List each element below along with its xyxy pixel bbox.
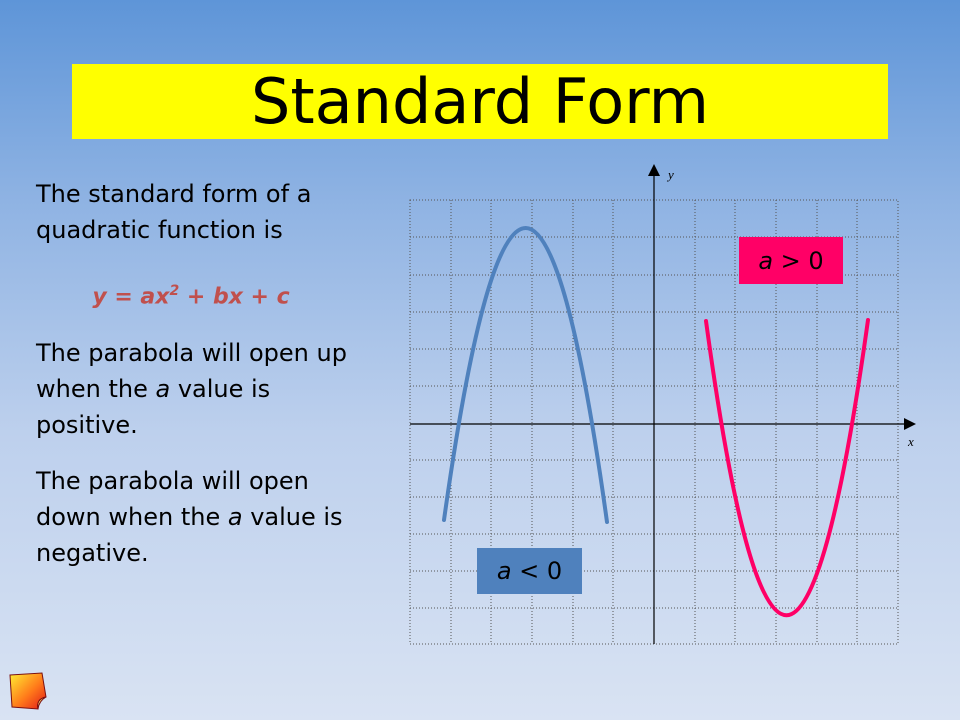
downward-parabola [442, 226, 609, 524]
negative-a-label: a < 0 [477, 548, 582, 594]
y-axis-arrow [648, 164, 660, 176]
x-axis-arrow [904, 418, 916, 430]
open-down-variable: a [227, 503, 243, 531]
open-up-variable: a [155, 375, 171, 403]
y-axis-label: y [666, 167, 674, 182]
open-up-text-a: The parabola will open up when the [36, 339, 347, 403]
coordinate-graph: y x [409, 164, 916, 645]
open-up-paragraph: The parabola will open up when the a val… [36, 335, 366, 443]
x-axis-label: x [907, 434, 914, 449]
title-banner: Standard Form [72, 64, 888, 139]
sticky-note-icon[interactable] [8, 671, 48, 711]
standard-form-formula: y = ax2 + bx + c [36, 283, 346, 309]
open-up-text-b: value is positive. [36, 375, 271, 439]
formula-rest: + bx + c [179, 284, 290, 310]
upward-parabola [704, 318, 870, 618]
slide-title: Standard Form [251, 64, 709, 138]
negative-a-text: < 0 [511, 557, 563, 585]
positive-a-text: > 0 [773, 246, 824, 275]
formula-exponent: 2 [169, 283, 180, 299]
open-down-text-b: value is negative. [36, 503, 343, 567]
open-down-paragraph: The parabola will open down when the a v… [36, 463, 366, 571]
positive-a-variable: a [758, 246, 774, 275]
negative-a-variable: a [496, 557, 512, 585]
positive-a-label: a > 0 [739, 237, 843, 284]
formula-main: y = ax [92, 284, 170, 310]
open-down-text-a: The parabola will open down when the [36, 467, 309, 531]
intro-paragraph: The standard form of a quadratic functio… [36, 180, 312, 244]
